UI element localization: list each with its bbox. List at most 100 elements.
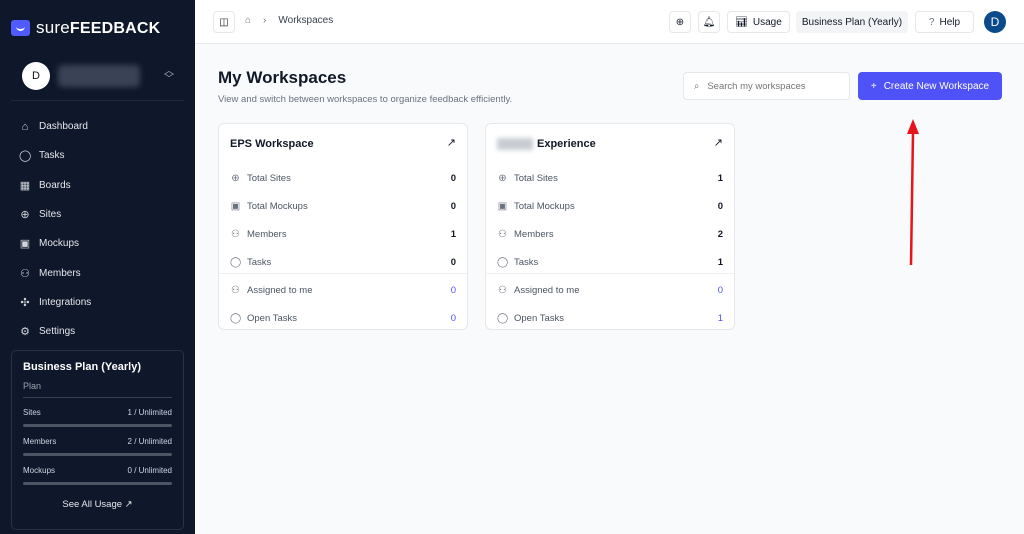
stat-label: Assigned to me [514, 284, 580, 296]
blurred-name [497, 138, 533, 151]
top-header: ◫ ⌂ › Workspaces ⊕ 🔔︎ 📊︎ Usage Business P… [195, 0, 1024, 44]
search-input[interactable] [707, 80, 828, 92]
notifications-button[interactable]: 🔔︎ [698, 11, 720, 33]
user-avatar[interactable]: D [984, 11, 1006, 33]
sidebar-item-tasks[interactable]: ◯ Tasks [19, 141, 91, 170]
chat-icon: ◯ [497, 312, 509, 324]
globe-icon: ⊕ [20, 209, 30, 222]
open-external-icon[interactable]: ↗ [446, 137, 456, 149]
stat-label: Open Tasks [514, 312, 564, 324]
bar-chart-icon: 📊︎ [735, 16, 748, 28]
image-icon: ▣ [230, 200, 241, 212]
usage-bar [23, 482, 172, 485]
workspace-title: EPS Workspace [230, 138, 314, 150]
create-workspace-button[interactable]: + Create New Workspace [858, 72, 1002, 100]
stat-row: ◯ Tasks 0 [230, 255, 456, 269]
sidebar-item-label: Settings [39, 326, 76, 338]
home-icon[interactable]: ⌂ [245, 15, 252, 26]
plan-label: Business Plan (Yearly) [801, 16, 903, 28]
sidebar-item-label: Boards [39, 179, 71, 191]
language-button[interactable]: ⊕ [669, 11, 691, 33]
open-external-icon[interactable]: ↗ [713, 137, 723, 149]
breadcrumb: ⌂ › Workspaces [245, 15, 333, 26]
workspace-card[interactable]: EPS Workspace ↗ ⊕ Total Sites 0 ▣ Total Mockup… [218, 123, 468, 330]
user-plus-icon: ⚇ [231, 284, 240, 296]
stat-row: ◯ Tasks 1 [497, 255, 723, 269]
chat-icon: ◯ [497, 256, 509, 268]
usage-value: 2 / Unlimited [127, 437, 172, 446]
stat-row: ◯ Open Tasks 1 [497, 311, 723, 325]
puzzle-icon: ✣ [20, 296, 30, 309]
account-switcher[interactable]: D ︿ ﹀ [22, 62, 174, 90]
usage-button[interactable]: 📊︎ Usage [727, 11, 790, 33]
stat-label: Members [247, 228, 287, 240]
stat-row: ◯ Open Tasks 0 [230, 311, 456, 325]
plan-title: Business Plan (Yearly) [23, 361, 141, 373]
usage-row: Members 2 / Unlimited [23, 437, 172, 446]
stat-label: Tasks [247, 256, 272, 268]
stat-value: 0 [450, 284, 456, 296]
usage-row: Mockups 0 / Unlimited [23, 466, 172, 475]
chat-icon: ◯ [19, 150, 32, 163]
home-icon: ⌂ [21, 120, 29, 133]
stat-value: 0 [450, 200, 456, 212]
workspace-title-text: Experience [537, 138, 596, 150]
chevron-up-down-icon: ︿ ﹀ [164, 66, 174, 85]
page-subtitle: View and switch between workspaces to or… [218, 94, 513, 105]
sidebar-item-sites[interactable]: ⊕ Sites [19, 200, 91, 229]
divider [219, 273, 467, 274]
stat-value: 1 [717, 312, 723, 324]
plan-badge[interactable]: Business Plan (Yearly) [796, 11, 908, 33]
sidebar: sureFEEDBACK D ︿ ﹀ ⌂ Dashboard ◯ Tasks ▦ Boa… [0, 0, 195, 534]
sidebar-item-label: Sites [39, 209, 62, 221]
stat-row: ⊕ Total Sites 1 [497, 171, 723, 185]
chat-icon: ◯ [230, 312, 242, 324]
usage-bar [23, 453, 172, 456]
search-box[interactable]: ⌕ [683, 72, 850, 100]
users-icon: ⚇ [20, 267, 30, 280]
logo[interactable]: sureFEEDBACK [11, 18, 160, 38]
stat-label: Total Mockups [247, 200, 308, 212]
image-icon: ▣ [19, 238, 31, 251]
users-icon: ⚇ [231, 228, 240, 240]
workspace-card[interactable]: Experience ↗ ⊕ Total Sites 1 ▣ Total Mockups 0 ⚇… [485, 123, 735, 330]
divider [486, 273, 734, 274]
sidebar-item-integrations[interactable]: ✣ Integrations [19, 288, 91, 317]
stat-label: Assigned to me [247, 284, 313, 296]
gear-icon: ⚙ [20, 326, 30, 339]
sidebar-item-settings[interactable]: ⚙ Settings [19, 317, 91, 346]
workspace-title: Experience [497, 138, 596, 151]
stat-value: 1 [717, 172, 723, 184]
user-plus-icon: ⚇ [498, 284, 507, 296]
see-all-usage-link[interactable]: See All Usage ↗ [62, 499, 133, 510]
stat-row: ⊕ Total Sites 0 [230, 171, 456, 185]
stat-row: ⚇ Assigned to me 0 [497, 283, 723, 297]
stat-row: ▣ Total Mockups 0 [230, 199, 456, 213]
help-button[interactable]: ? Help [915, 11, 974, 33]
stat-label: Open Tasks [247, 312, 297, 324]
stat-value: 1 [450, 228, 456, 240]
stat-label: Total Mockups [514, 200, 575, 212]
logo-icon [11, 20, 30, 36]
plan-usage-card: Business Plan (Yearly) Plan Sites 1 / Unl… [11, 350, 184, 530]
sidebar-item-members[interactable]: ⚇ Members [19, 258, 91, 287]
globe-icon: ⊕ [231, 172, 240, 184]
grid-icon: ▦ [19, 179, 31, 192]
sidebar-item-mockups[interactable]: ▣ Mockups [19, 229, 91, 258]
search-icon: ⌕ [694, 80, 700, 92]
usage-label: Mockups [23, 466, 56, 475]
help-label: Help [939, 16, 961, 28]
workspace-title-text: EPS Workspace [230, 138, 314, 150]
stat-value: 0 [717, 200, 723, 212]
create-label: Create New Workspace [883, 80, 990, 92]
usage-bar [23, 424, 172, 427]
usage-label: Sites [23, 408, 41, 417]
sidebar-item-boards[interactable]: ▦ Boards [19, 171, 91, 200]
globe-icon: ⊕ [498, 172, 507, 184]
sidebar-item-dashboard[interactable]: ⌂ Dashboard [19, 112, 91, 141]
toggle-sidebar-button[interactable]: ◫ [213, 11, 235, 33]
divider [11, 100, 184, 101]
sidebar-item-label: Mockups [39, 238, 80, 250]
stat-value: 0 [450, 312, 456, 324]
